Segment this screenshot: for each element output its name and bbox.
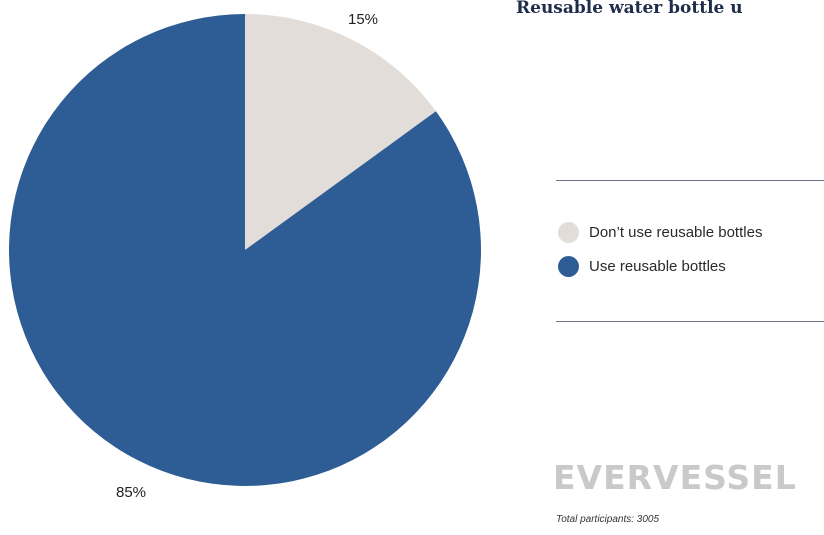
- legend-label-dont-use: Don’t use reusable bottles: [589, 223, 763, 241]
- chart-title: Reusable water bottle u: [516, 0, 743, 18]
- brand-logo: EVERVESSEL: [553, 458, 797, 497]
- slice-label-dont-use: 15%: [348, 11, 378, 28]
- legend-swatch-dont-use: [558, 221, 579, 243]
- legend: Don’t use reusable bottles Use reusable …: [558, 219, 762, 287]
- legend-divider-bottom: [556, 321, 824, 322]
- participants-footnote: Total participants: 3005: [556, 514, 660, 525]
- pie-slice-use: [9, 14, 482, 486]
- legend-swatch-use: [558, 255, 579, 277]
- slice-label-use: 85%: [116, 484, 146, 501]
- legend-item-dont-use: Don’t use reusable bottles: [558, 219, 762, 245]
- legend-item-use: Use reusable bottles: [558, 253, 762, 279]
- legend-divider-top: [556, 180, 824, 181]
- legend-label-use: Use reusable bottles: [589, 257, 726, 275]
- pie-slice-dont-use: [245, 14, 436, 250]
